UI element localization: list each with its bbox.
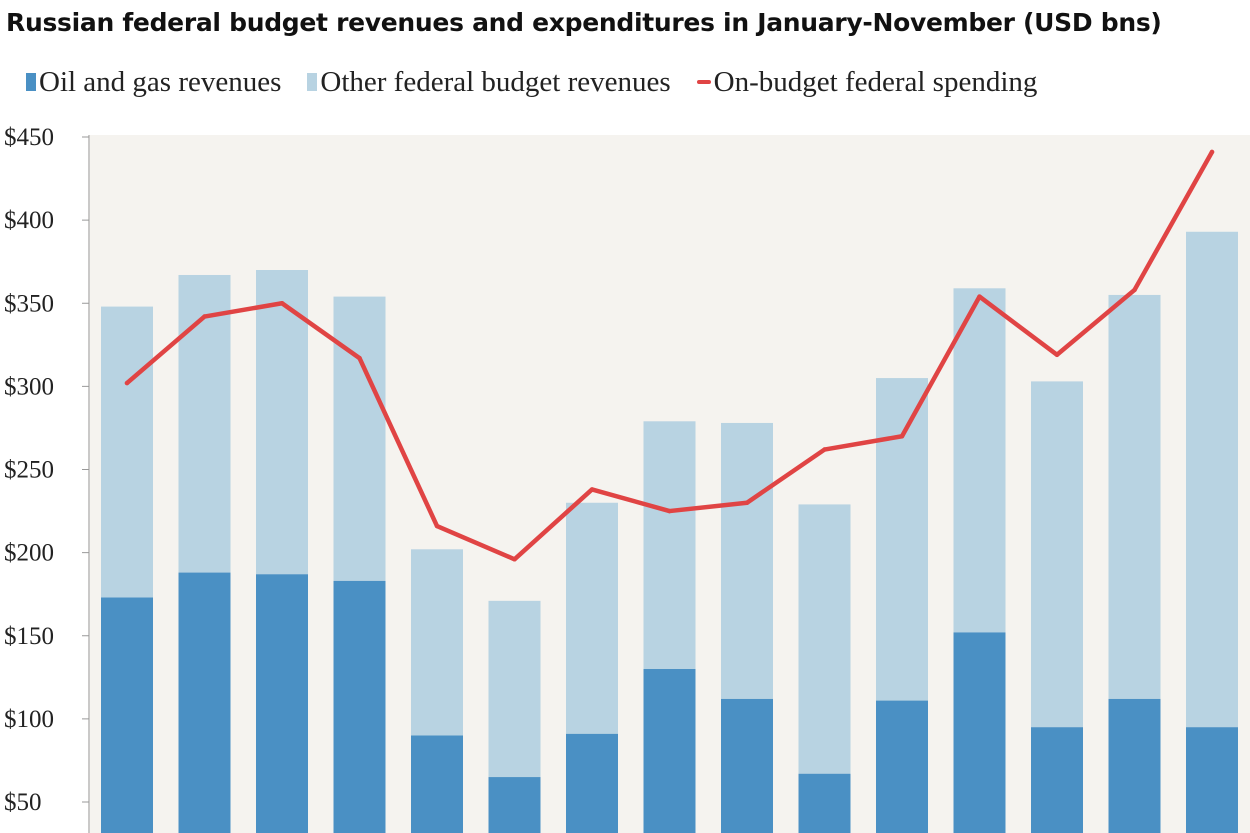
bar-other-revenues-3 [256, 270, 308, 575]
y-tick-label-50: $50 [4, 789, 42, 816]
y-tick-label-250: $250 [4, 457, 54, 484]
y-tick-label-300: $300 [4, 373, 54, 400]
legend-swatch-spending [696, 80, 711, 84]
bar-other-revenues-9 [721, 422, 773, 699]
bar-other-revenues-15 [1186, 231, 1238, 728]
bar-oil-gas-7 [566, 733, 618, 833]
point-spending-4 [357, 355, 362, 361]
bar-oil-gas-12 [953, 632, 1006, 833]
point-spending-3 [279, 301, 285, 306]
bar-oil-gas-11 [876, 700, 928, 833]
point-spending-10 [822, 447, 827, 452]
point-spending-5 [434, 523, 440, 529]
bar-other-revenues-8 [643, 421, 696, 669]
point-spending-11 [899, 434, 905, 439]
legend: Oil and gas revenues Other federal budge… [26, 62, 1063, 102]
legend-swatch-other-revenues [307, 73, 318, 91]
y-tick-label-100: $100 [4, 706, 54, 733]
bar-other-revenues-2 [178, 274, 231, 573]
point-spending-15 [1209, 149, 1215, 155]
legend-item-other-revenues: Other federal budget revenues [307, 65, 671, 99]
point-spending-9 [744, 500, 750, 505]
bar-other-revenues-14 [1108, 294, 1161, 699]
bar-oil-gas-3 [256, 574, 308, 833]
bar-other-revenues-4 [333, 296, 386, 581]
bar-oil-gas-1 [101, 597, 153, 833]
bar-oil-gas-10 [798, 773, 851, 833]
chart-title: Russian federal budget revenues and expe… [6, 8, 1162, 37]
bar-other-revenues-13 [1031, 381, 1083, 728]
point-spending-7 [589, 487, 595, 492]
bar-other-revenues-12 [953, 288, 1006, 633]
y-tick-label-150: $150 [4, 623, 54, 650]
bar-oil-gas-4 [333, 580, 386, 833]
point-spending-8 [667, 508, 672, 514]
point-spending-6 [512, 557, 517, 562]
point-spending-12 [977, 294, 982, 299]
bar-other-revenues-7 [566, 502, 618, 734]
bar-other-revenues-1 [101, 306, 153, 598]
bar-oil-gas-2 [178, 572, 231, 833]
bar-oil-gas-14 [1108, 698, 1161, 833]
bar-oil-gas-13 [1031, 727, 1083, 833]
y-tick-label-200: $200 [4, 540, 54, 567]
legend-swatch-oil-gas [26, 73, 36, 91]
point-spending-14 [1132, 287, 1137, 293]
bar-other-revenues-6 [488, 600, 541, 778]
point-spending-2 [202, 314, 207, 319]
legend-label-spending: On-budget federal spending [713, 65, 1038, 98]
legend-label-oil-gas: Oil and gas revenues [39, 65, 282, 98]
bar-other-revenues-11 [876, 378, 928, 701]
bar-oil-gas-15 [1186, 727, 1238, 833]
point-spending-13 [1054, 352, 1060, 358]
bar-oil-gas-8 [643, 669, 696, 833]
legend-item-spending: On-budget federal spending [696, 65, 1038, 99]
y-tick-label-400: $400 [4, 207, 54, 234]
legend-item-oil-gas: Oil and gas revenues [26, 66, 281, 99]
y-tick-label-450: $450 [4, 124, 54, 151]
y-tick-label-350: $350 [4, 290, 54, 317]
bar-oil-gas-6 [488, 777, 541, 833]
legend-label-other-revenues: Other federal budget revenues [320, 65, 671, 98]
bar-oil-gas-5 [411, 735, 463, 833]
bar-other-revenues-10 [798, 504, 851, 774]
bar-oil-gas-9 [721, 698, 773, 833]
bar-other-revenues-5 [411, 549, 463, 736]
point-spending-1 [124, 380, 130, 386]
